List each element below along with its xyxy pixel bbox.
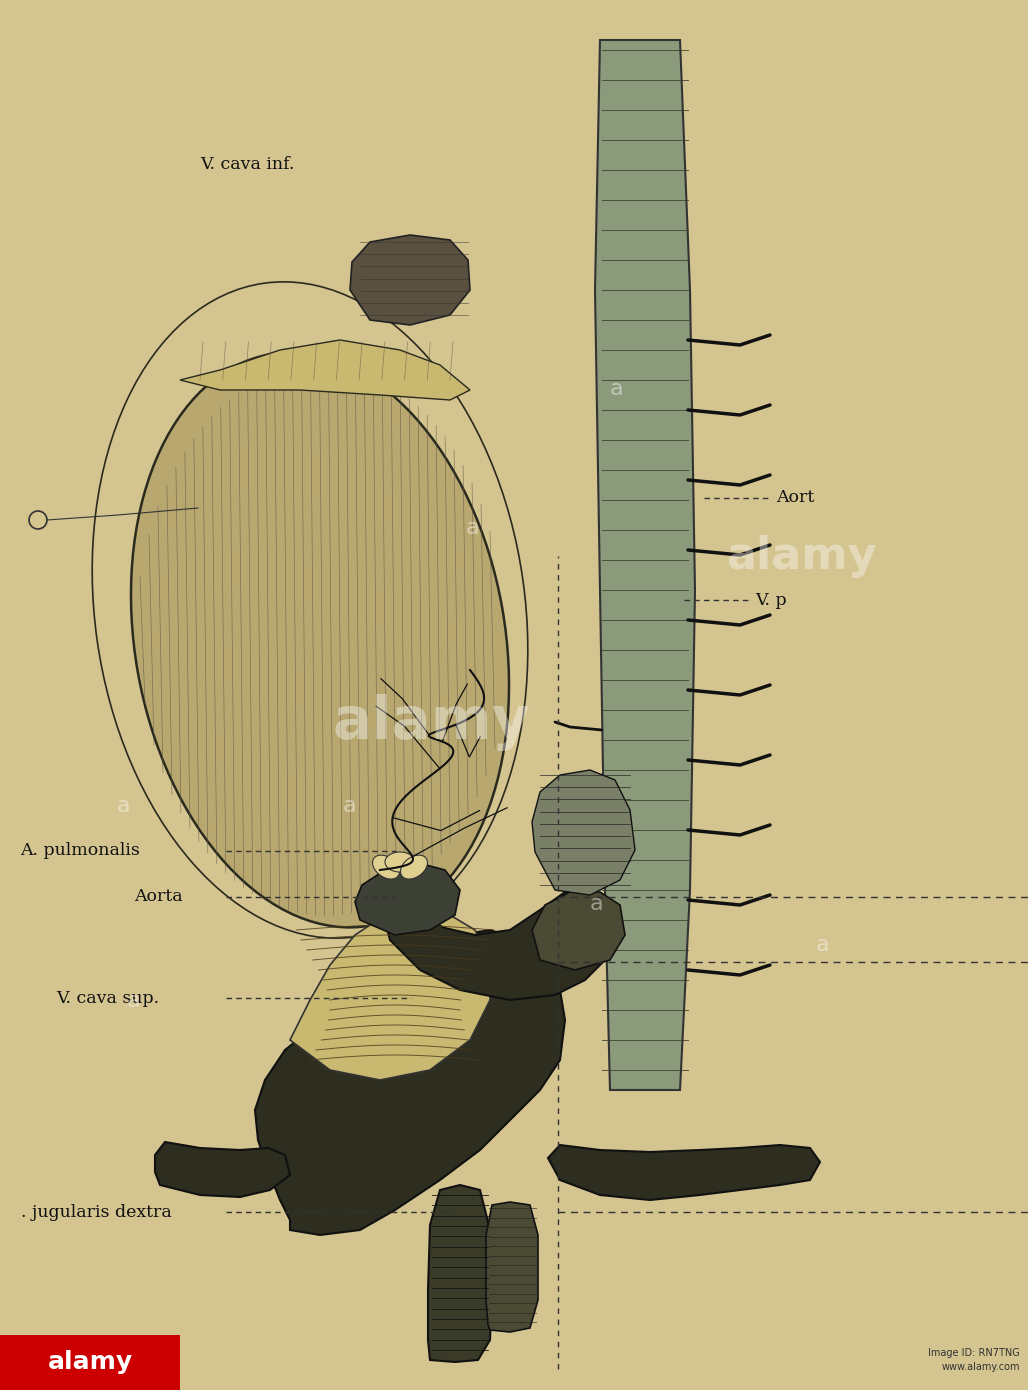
Text: A. pulmonalis: A. pulmonalis — [21, 842, 141, 859]
Text: V. cava sup.: V. cava sup. — [57, 990, 159, 1006]
Polygon shape — [290, 910, 490, 1080]
Text: V. cava inf.: V. cava inf. — [200, 156, 295, 172]
Ellipse shape — [386, 852, 415, 872]
Polygon shape — [180, 341, 470, 400]
Polygon shape — [386, 890, 615, 999]
Text: Image ID: RN7TNG
www.alamy.com: Image ID: RN7TNG www.alamy.com — [928, 1348, 1020, 1372]
Polygon shape — [548, 1145, 820, 1200]
Polygon shape — [595, 40, 695, 1090]
Ellipse shape — [93, 282, 527, 938]
Text: V. p: V. p — [756, 592, 787, 609]
Text: a: a — [815, 935, 830, 955]
Polygon shape — [486, 1202, 538, 1332]
Text: alamy: alamy — [333, 694, 530, 752]
Text: a: a — [610, 379, 624, 399]
Polygon shape — [355, 862, 460, 935]
Polygon shape — [533, 770, 635, 895]
Ellipse shape — [131, 353, 509, 927]
Text: a: a — [466, 518, 480, 538]
Text: Aorta: Aorta — [134, 888, 182, 905]
Text: alamy: alamy — [47, 1350, 133, 1373]
Text: Aort: Aort — [776, 489, 814, 506]
Ellipse shape — [401, 855, 428, 878]
Text: a: a — [342, 796, 357, 816]
Polygon shape — [428, 1186, 492, 1362]
Polygon shape — [350, 235, 470, 325]
Ellipse shape — [372, 855, 400, 878]
Polygon shape — [533, 892, 625, 970]
Bar — [0, 1334, 180, 1390]
Polygon shape — [255, 930, 565, 1234]
Text: . jugularis dextra: . jugularis dextra — [21, 1204, 172, 1220]
Text: a: a — [116, 796, 131, 816]
Text: alamy: alamy — [727, 535, 877, 577]
Polygon shape — [155, 1143, 290, 1197]
Text: a: a — [126, 991, 141, 1011]
Text: a: a — [589, 894, 603, 913]
